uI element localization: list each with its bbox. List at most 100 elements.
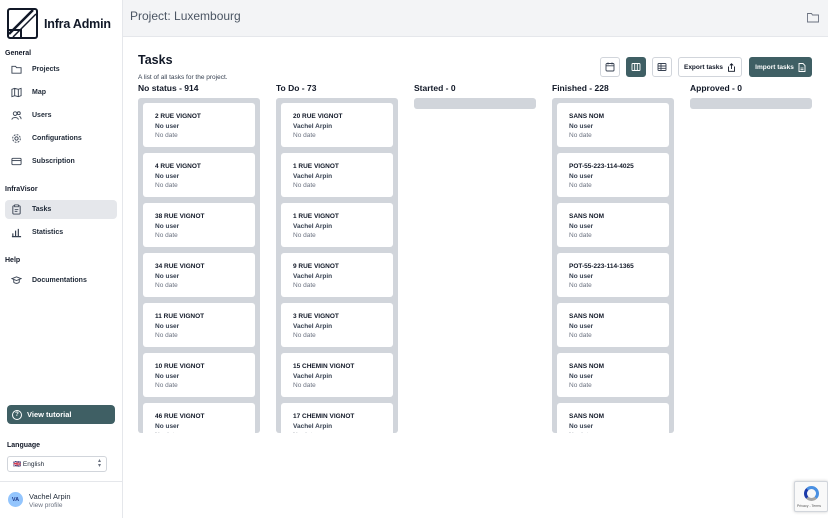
task-card-name: 15 CHEMIN VIGNOT — [293, 363, 355, 370]
task-card-date: No date — [569, 282, 592, 289]
sidebar-item-documentations[interactable]: Documentations — [5, 271, 117, 290]
view-profile-link[interactable]: View profile — [29, 502, 63, 509]
task-card[interactable]: 2 RUE VIGNOT No user No date — [143, 103, 255, 147]
task-card-user: No user — [569, 272, 594, 280]
task-card-user: No user — [569, 122, 594, 130]
column-body: 20 RUE VIGNOT Vachel Arpin No date 1 RUE VI… — [276, 98, 398, 433]
task-card-date: No date — [293, 282, 316, 289]
task-card[interactable]: 34 RUE VIGNOT No user No date — [143, 253, 255, 297]
column-body — [690, 98, 812, 109]
column-title: Started - 0 — [414, 83, 456, 93]
column-approved: Approved - 0 — [690, 83, 812, 109]
project-title: Project: Luxembourg — [130, 9, 241, 23]
task-card-date: No date — [569, 431, 669, 433]
sidebar-item-users[interactable]: Users — [5, 106, 117, 125]
sidebar-item-label: Tasks — [32, 206, 52, 213]
task-card-name: 1 RUE VIGNOT — [293, 213, 339, 220]
task-card-name: 1 RUE VIGNOT — [293, 163, 339, 170]
task-card-user: No user — [155, 422, 180, 430]
logo-icon — [7, 8, 38, 39]
task-card-user: No user — [569, 372, 594, 380]
share-icon — [728, 62, 735, 72]
task-card-user: No user — [155, 172, 180, 180]
task-card[interactable]: POT-55-223-114-4025 No user No date — [557, 153, 669, 197]
clipboard-icon — [10, 204, 22, 216]
profile-block[interactable]: VA Vachel Arpin View profile — [0, 481, 123, 518]
sidebar-item-projects[interactable]: Projects — [5, 60, 117, 79]
task-card[interactable]: 4 RUE VIGNOT No user No date — [143, 153, 255, 197]
top-header: Project: Luxembourg — [123, 0, 828, 37]
calendar-view-button[interactable] — [600, 57, 620, 77]
task-card-user: Vachel Arpin — [293, 222, 333, 230]
recaptcha-icon — [804, 486, 819, 501]
task-card[interactable]: SANS NOM No user No date — [557, 353, 669, 397]
task-card-user: No user — [569, 322, 594, 330]
task-card[interactable]: 1 RUE VIGNOT Vachel Arpin No date — [281, 203, 393, 247]
task-card-date: No date — [569, 232, 592, 239]
help-circle-icon: ? — [12, 409, 22, 420]
task-card-date: No date — [293, 232, 316, 239]
column-title: To Do - 73 — [276, 83, 317, 93]
task-card[interactable]: 38 RUE VIGNOT No user No date — [143, 203, 255, 247]
column-no-status: No status - 914 2 RUE VIGNOT No user No da… — [138, 83, 260, 433]
task-card-date: No date — [155, 232, 178, 239]
task-card-date: No date — [155, 282, 178, 289]
task-card[interactable]: 11 RUE VIGNOT No user No date — [143, 303, 255, 347]
task-card[interactable]: 15 CHEMIN VIGNOT Vachel Arpin No date — [281, 353, 393, 397]
column-finished: Finished - 228 SANS NOM No user No date POT… — [552, 83, 674, 433]
sidebar-item-statistics[interactable]: Statistics — [5, 223, 117, 242]
page-title: Tasks — [138, 53, 173, 67]
export-tasks-button[interactable]: Export tasks — [678, 57, 742, 77]
task-card-name: 34 RUE VIGNOT — [155, 263, 205, 270]
sidebar-item-map[interactable]: Map — [5, 83, 117, 102]
task-card[interactable]: 10 RUE VIGNOT No user No date — [143, 353, 255, 397]
task-card-date: No date — [569, 382, 592, 389]
section-title-general: General — [5, 50, 32, 57]
sidebar-item-label: Statistics — [32, 229, 64, 236]
column-body: 2 RUE VIGNOT No user No date 4 RUE VIGNOT No… — [138, 98, 260, 433]
task-card-name: 17 CHEMIN VIGNOT — [293, 413, 355, 420]
calendar-icon — [605, 62, 615, 72]
task-card-name: SANS NOM — [569, 363, 605, 370]
folder-icon[interactable] — [807, 12, 819, 23]
book-icon — [10, 275, 22, 287]
task-card-name: SANS NOM — [569, 413, 605, 420]
export-tasks-label: Export tasks — [683, 63, 724, 71]
task-card-user: No user — [155, 122, 180, 130]
task-card[interactable]: POT-55-223-114-1365 No user No date — [557, 253, 669, 297]
task-card[interactable]: 3 RUE VIGNOT Vachel Arpin No date — [281, 303, 393, 347]
sidebar-item-tasks[interactable]: Tasks — [5, 200, 117, 219]
task-card[interactable]: 20 RUE VIGNOT Vachel Arpin No date — [281, 103, 393, 147]
task-card-date: No date — [293, 182, 316, 189]
task-card-date: No date — [293, 382, 316, 389]
app-logo[interactable]: Infra Admin — [7, 8, 111, 39]
task-card[interactable]: 1 RUE VIGNOT Vachel Arpin No date — [281, 153, 393, 197]
page-subtitle: A list of all tasks for the project. — [138, 74, 228, 81]
import-tasks-button[interactable]: Import tasks — [749, 57, 812, 77]
language-value: 🇬🇧 English — [13, 461, 45, 468]
sidebar-item-label: Map — [32, 89, 46, 96]
recaptcha-badge[interactable]: Privacy - Terms — [794, 481, 828, 512]
task-card-user: Vachel Arpin — [293, 422, 333, 430]
columns-icon — [631, 63, 641, 71]
select-chevron-icon: ▴ ▾ — [97, 458, 101, 469]
table-view-button[interactable] — [652, 57, 672, 77]
language-select[interactable]: 🇬🇧 English ▴ ▾ — [7, 456, 107, 472]
view-tutorial-button[interactable]: ? View tutorial — [7, 405, 115, 424]
task-card-name: SANS NOM — [569, 313, 605, 320]
task-card[interactable]: 9 RUE VIGNOT Vachel Arpin No date — [281, 253, 393, 297]
column-body — [414, 98, 536, 109]
sidebar-item-configurations[interactable]: Configurations — [5, 129, 117, 148]
sidebar-item-label: Subscription — [32, 158, 75, 165]
sidebar-item-subscription[interactable]: Subscription — [5, 152, 117, 171]
task-card-name: POT-55-223-114-1365 — [569, 263, 634, 270]
task-card-date: No date — [155, 132, 178, 139]
task-card-name: 46 RUE VIGNOT — [155, 413, 205, 420]
kanban-view-button[interactable] — [626, 57, 646, 77]
